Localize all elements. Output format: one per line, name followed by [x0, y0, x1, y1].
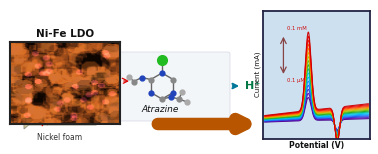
Text: Atrazine: Atrazine — [141, 105, 179, 114]
Polygon shape — [24, 118, 32, 129]
Text: 0.1 mM: 0.1 mM — [287, 26, 306, 31]
Polygon shape — [24, 118, 104, 125]
Y-axis label: Current (mA): Current (mA) — [255, 52, 261, 97]
Text: Nickel foam: Nickel foam — [37, 132, 82, 142]
Text: Ni-Fe LDO: Ni-Fe LDO — [36, 29, 94, 39]
FancyBboxPatch shape — [116, 52, 230, 121]
Text: 0.1 μM: 0.1 μM — [287, 78, 304, 83]
Text: H⁺ + e⁻: H⁺ + e⁻ — [245, 81, 291, 91]
X-axis label: Potential (V): Potential (V) — [289, 141, 344, 150]
